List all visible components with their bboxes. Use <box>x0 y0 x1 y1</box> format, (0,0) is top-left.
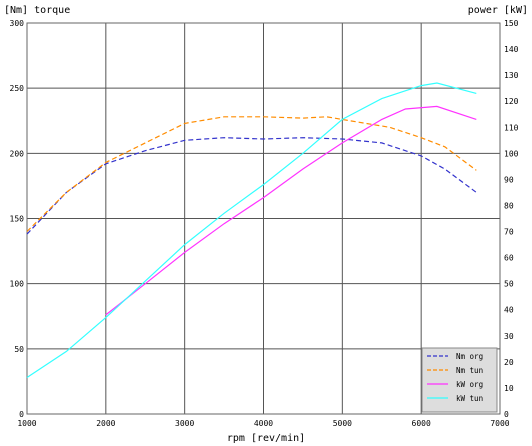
tick-labels: 1000 2000 3000 4000 5000 6000 7000050100150200… <box>10 19 519 428</box>
legend-label: Nm tun <box>456 366 483 375</box>
x-tick-label: 7000 <box>490 419 509 428</box>
series-line-nm-tun <box>26 116 477 232</box>
y-right-tick-label: 70 <box>504 228 514 237</box>
grid <box>27 23 500 414</box>
y-right-tick-label: 90 <box>504 175 514 184</box>
y-left-tick-label: 300 <box>10 19 25 28</box>
x-tick-label: 1000 <box>17 419 36 428</box>
y-right-tick-label: 40 <box>504 306 514 315</box>
left-axis-label: [Nm] torque <box>4 5 70 16</box>
series-line-kw-org <box>105 105 477 316</box>
y-left-tick-label: 0 <box>19 410 24 419</box>
x-tick-label: 4000 <box>254 419 273 428</box>
y-left-tick-label: 150 <box>10 215 25 224</box>
y-right-tick-label: 20 <box>504 358 514 367</box>
y-right-tick-label: 110 <box>504 123 519 132</box>
series-layer <box>26 82 477 379</box>
y-right-tick-label: 120 <box>504 97 519 106</box>
x-tick-label: 6000 <box>412 419 431 428</box>
legend-label: kW org <box>456 380 483 389</box>
y-right-tick-label: 130 <box>504 71 519 80</box>
right-axis-label: power [kW] <box>468 5 528 16</box>
series-line-nm-org <box>26 137 477 235</box>
y-right-tick-label: 100 <box>504 149 519 158</box>
y-left-tick-label: 100 <box>10 280 25 289</box>
y-right-tick-label: 150 <box>504 19 519 28</box>
y-right-tick-label: 140 <box>504 45 519 54</box>
y-right-tick-label: 80 <box>504 201 514 210</box>
x-tick-label: 3000 <box>175 419 194 428</box>
x-axis-label: rpm [rev/min] <box>227 433 305 444</box>
y-left-tick-label: 200 <box>10 149 25 158</box>
y-right-tick-label: 50 <box>504 280 514 289</box>
legend-label: Nm org <box>456 352 483 361</box>
plot-frame <box>26 22 501 415</box>
legend-box <box>421 347 498 413</box>
legend: Nm org Nm tun kW org kW tun <box>421 347 498 413</box>
y-left-tick-label: 250 <box>10 84 25 93</box>
series-line-kw-tun <box>26 82 477 379</box>
x-tick-label: 5000 <box>333 419 352 428</box>
y-left-tick-label: 50 <box>14 345 24 354</box>
y-right-tick-label: 60 <box>504 254 514 263</box>
legend-label: kW tun <box>456 394 483 403</box>
x-tick-label: 2000 <box>96 419 115 428</box>
y-right-tick-label: 30 <box>504 332 514 341</box>
y-right-tick-label: 10 <box>504 384 514 393</box>
y-right-tick-label: 0 <box>504 410 509 419</box>
